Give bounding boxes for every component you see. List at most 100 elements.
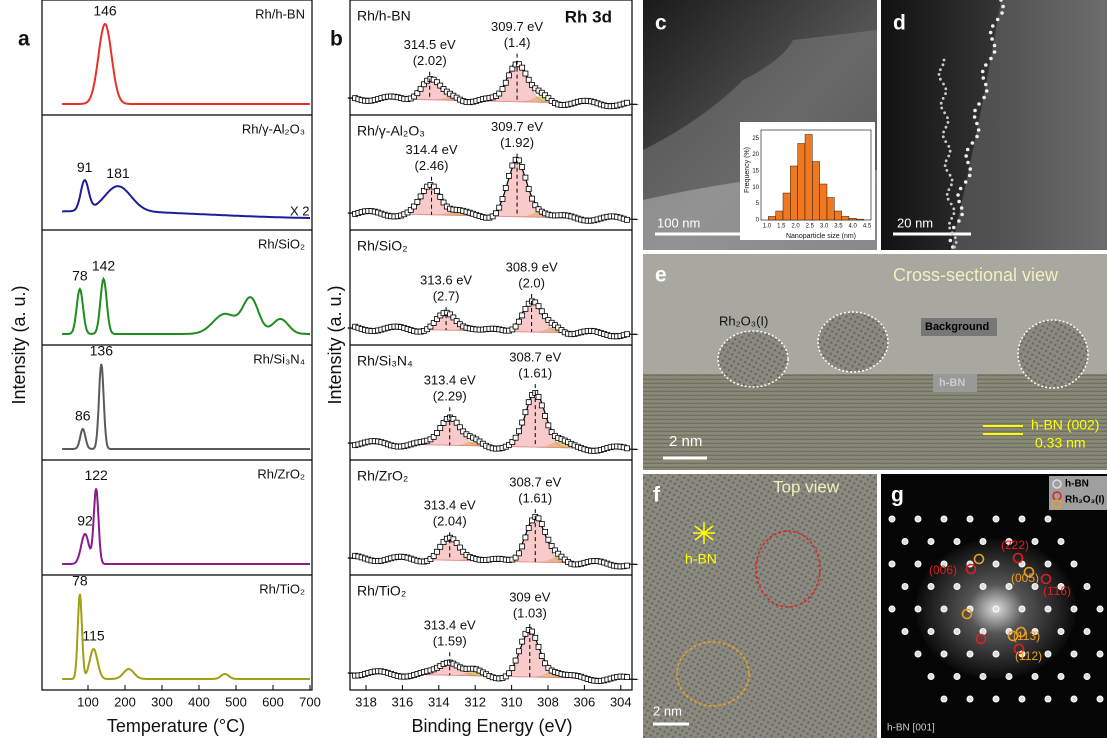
peak-label: 78 xyxy=(72,573,88,589)
peak-ratio: (1.92) xyxy=(500,135,534,150)
histogram-bar xyxy=(768,216,775,220)
peak-energy: 309.7 eV xyxy=(491,19,543,34)
spot-index: (1̄16) xyxy=(1043,584,1071,598)
spot-index: (2̄22) xyxy=(1001,538,1029,552)
hbn-spot xyxy=(1071,606,1077,612)
particle-label: Rh₂O₃(I) xyxy=(719,313,768,328)
nanoparticle xyxy=(964,180,968,184)
data-point xyxy=(513,324,518,329)
nanoparticle xyxy=(973,115,977,119)
inset-x-tick: 4.5 xyxy=(863,224,872,230)
sample-name: Rh/SiO₂ xyxy=(357,238,408,254)
nanoparticle xyxy=(990,37,994,41)
sample-name: Rh/TiO₂ xyxy=(357,583,406,599)
nanoparticle xyxy=(947,188,950,191)
tpr-curve xyxy=(62,279,310,334)
nanoparticle xyxy=(954,236,957,239)
data-point xyxy=(500,87,505,92)
nanoparticle xyxy=(982,96,986,100)
peak-energy: 308.9 eV xyxy=(506,259,558,274)
nanoparticle xyxy=(938,73,941,76)
hbn-spot xyxy=(967,651,973,657)
data-point xyxy=(523,306,528,311)
spot-index: (112) xyxy=(1015,649,1042,663)
spot-index: (006) xyxy=(929,563,957,577)
data-point xyxy=(526,77,531,82)
tpr-curve xyxy=(62,489,310,565)
hbn-spot xyxy=(915,516,921,522)
hbn-spot xyxy=(1045,696,1051,702)
data-point xyxy=(529,196,534,201)
fit-envelope xyxy=(348,162,637,220)
y-axis-label: Intensity (a. u.) xyxy=(9,285,29,404)
region-label: Background xyxy=(925,321,989,333)
nanoparticle xyxy=(960,206,964,210)
data-point xyxy=(520,165,525,170)
data-point xyxy=(503,185,508,190)
nanoparticle xyxy=(942,135,945,138)
nanoparticle xyxy=(950,183,953,186)
x-axis-label: Temperature (°C) xyxy=(107,716,245,736)
data-point xyxy=(434,431,439,436)
peak-label: 115 xyxy=(82,628,105,644)
peak-ratio: (1.03) xyxy=(513,605,547,620)
zone-axis: h-BN [001] xyxy=(887,723,935,734)
peak-energy: 314.4 eV xyxy=(405,142,457,157)
inset-x-tick: 2.5 xyxy=(806,224,815,230)
hbn-spot xyxy=(1045,651,1051,657)
data-point xyxy=(523,410,528,415)
data-point xyxy=(516,319,521,324)
hbn-spot xyxy=(1019,516,1025,522)
histogram-bar xyxy=(842,216,849,220)
x-tick-label: 316 xyxy=(392,694,414,709)
x-tick-label: 312 xyxy=(464,694,486,709)
nanoparticle xyxy=(975,122,979,126)
data-point xyxy=(520,420,525,425)
data-point xyxy=(536,304,541,309)
nanoparticle xyxy=(973,109,977,113)
image-d: d 20 nm xyxy=(881,0,1107,255)
particle-outline xyxy=(1018,320,1088,388)
hbn-spot xyxy=(1097,696,1103,702)
peak-ratio: (1.61) xyxy=(518,491,552,506)
hbn-spot xyxy=(1032,539,1038,545)
image-c: c 100 nm 1.01.52.02.53.03.54.04.50510152… xyxy=(643,0,877,250)
nanoparticle xyxy=(993,44,997,48)
sample-name: Rh/ZrO₂ xyxy=(357,468,408,484)
fit-envelope xyxy=(348,392,637,449)
inset-x-label: Nanoparticle size (nm) xyxy=(786,233,856,240)
data-point xyxy=(533,635,538,640)
peak-fit xyxy=(348,392,639,449)
nanoparticle xyxy=(957,219,961,223)
data-point xyxy=(546,423,551,428)
histogram-bar xyxy=(856,219,863,220)
nanoparticle xyxy=(953,246,956,249)
data-point xyxy=(526,400,531,405)
hbn-spot xyxy=(915,651,921,657)
inset-x-tick: 1.5 xyxy=(777,224,786,230)
hbn-spot xyxy=(941,606,947,612)
nanoparticle xyxy=(966,161,970,165)
peak-ratio: (2.04) xyxy=(433,514,467,529)
data-point xyxy=(493,211,498,216)
data-point xyxy=(624,100,629,105)
hbn-spot xyxy=(941,696,947,702)
sample-name: Rh/ZrO₂ xyxy=(257,466,305,481)
image-g: (2̄22)(006)(005)(1̄16)(113)(112) g h-BN … xyxy=(881,474,1107,738)
nanoparticle xyxy=(949,150,952,153)
panel-label: a xyxy=(18,28,30,51)
data-point xyxy=(520,544,525,549)
data-point xyxy=(539,309,544,314)
data-point xyxy=(516,649,521,654)
data-point xyxy=(523,535,528,540)
sample-name: Rh/Si₃N₄ xyxy=(253,351,305,366)
histogram-bar xyxy=(805,135,812,221)
nanoparticle xyxy=(944,164,947,167)
nanoparticle xyxy=(947,155,950,158)
hbn-spot xyxy=(902,584,908,590)
nanoparticle xyxy=(991,24,995,28)
hbn-spot xyxy=(1097,606,1103,612)
inset-y-tick: 15 xyxy=(752,168,759,174)
peak-ratio: (1.4) xyxy=(504,35,531,50)
nanoparticle xyxy=(951,179,954,182)
